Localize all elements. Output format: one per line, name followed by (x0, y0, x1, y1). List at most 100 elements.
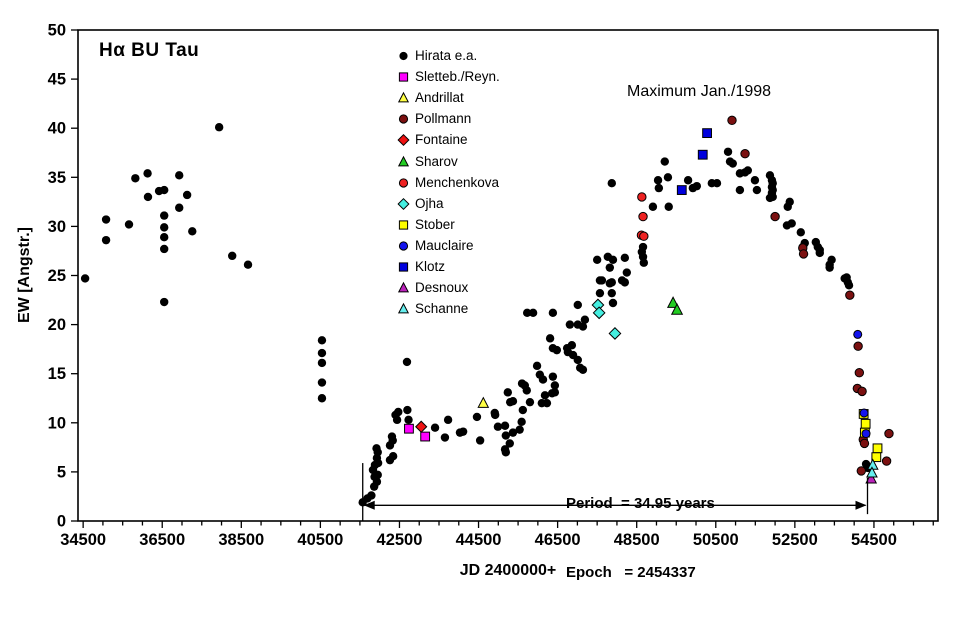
point-hirata-e-a (548, 308, 558, 318)
x-tick-label: 42500 (377, 531, 423, 549)
legend: Hirata e.a. Sletteb./Reyn. Andrillat Pollma… (396, 45, 500, 319)
y-tick-label: 45 (48, 71, 66, 89)
annotation-epoch: Epoch = 2454337 (566, 564, 696, 581)
point-hirata-e-a (159, 244, 169, 254)
point-klotz (676, 185, 687, 195)
y-tick-label: 40 (48, 120, 66, 138)
point-stober (872, 443, 883, 454)
point-stober (860, 418, 871, 429)
point-hirata-e-a (388, 451, 398, 461)
point-hirata-e-a (159, 233, 169, 242)
legend-label: Desnoux (415, 280, 469, 296)
legend-marker-shape (398, 114, 409, 124)
point-menchenkova (638, 211, 648, 222)
point-pollmann (884, 428, 894, 439)
point-hirata-e-a (472, 412, 482, 422)
point-hirata-e-a (175, 171, 184, 180)
point-hirata-e-a (515, 425, 524, 434)
x-tick-label: 36500 (139, 531, 185, 549)
point-hirata-e-a (175, 203, 184, 212)
x-axis-label: JD 2400000+ (459, 562, 557, 579)
period-arrowhead-left (363, 500, 375, 510)
point-hirata-e-a (654, 183, 664, 193)
point-hirata-e-a (545, 334, 555, 343)
point-pollmann (853, 341, 863, 351)
legend-marker-shape (397, 197, 410, 210)
point-hirata-e-a (131, 174, 140, 183)
point-hirata-e-a (765, 193, 775, 203)
point-hirata-e-a (528, 308, 538, 318)
x-tick-label: 54500 (851, 531, 897, 549)
point-hirata-e-a (785, 197, 794, 207)
point-hirata-e-a (508, 428, 518, 437)
legend-item-mauclaire: Mauclaire (396, 235, 500, 256)
y-tick-label: 25 (48, 267, 66, 285)
point-hirata-e-a (723, 147, 733, 156)
point-hirata-e-a (317, 336, 327, 345)
point-hirata-e-a (663, 173, 673, 182)
point-hirata-e-a (712, 178, 722, 188)
point-mauclaire (861, 429, 871, 439)
legend-marker-shape (398, 241, 409, 251)
point-hirata-e-a (567, 341, 577, 350)
annotation-period: Period = 34.95 years (566, 495, 715, 512)
point-hirata-e-a (573, 300, 582, 310)
point-hirata-e-a (550, 388, 560, 397)
point-hirata-e-a (443, 415, 453, 425)
legend-item-ojha: Ojha (396, 193, 500, 214)
point-hirata-e-a (592, 255, 602, 264)
legend-item-andrillat: Andrillat (396, 87, 500, 108)
legend-marker-shape (397, 302, 410, 314)
legend-label: Pollmann (415, 111, 472, 127)
x-tick-label: 46500 (535, 531, 581, 549)
point-pollmann (770, 211, 780, 222)
point-hirata-e-a (688, 183, 698, 193)
legend-marker-square-icon (398, 220, 409, 230)
point-pollmann (845, 290, 855, 300)
legend-marker-diamond-icon (397, 197, 410, 210)
x-tick-label: 50500 (693, 531, 739, 549)
legend-marker-triangle-icon (397, 302, 410, 314)
point-hirata-e-a (402, 357, 412, 367)
point-hirata-e-a (188, 227, 197, 236)
point-hirata-e-a (490, 410, 500, 420)
point-hirata-e-a (622, 268, 632, 277)
legend-item-menchenkova: Menchenkova (396, 172, 500, 193)
legend-marker-diamond-icon (397, 134, 410, 147)
point-hirata-e-a (542, 398, 552, 408)
legend-marker-triangle-icon (397, 92, 410, 103)
y-tick-label: 35 (48, 169, 66, 187)
point-hirata-e-a (735, 185, 745, 195)
period-arrowhead-right (855, 500, 867, 510)
point-hirata-e-a (143, 169, 152, 178)
x-tick-label: 34500 (60, 531, 106, 549)
legend-item-stober: Stober (396, 214, 500, 235)
point-klotz (697, 149, 708, 160)
legend-item-pollmann: Pollmann (396, 108, 500, 129)
point-ojha (608, 327, 622, 340)
legend-marker-circle-icon (398, 178, 409, 188)
point-hirata-e-a (403, 405, 412, 415)
annotation-maximum: Maximum Jan./1998 (627, 83, 772, 100)
point-schanne (866, 466, 878, 478)
point-menchenkova (639, 231, 649, 241)
point-hirata-e-a (538, 375, 548, 384)
point-hirata-e-a (532, 361, 542, 371)
legend-item-klotz: Klotz (396, 256, 500, 277)
point-hirata-e-a (597, 276, 607, 285)
point-hirata-e-a (608, 255, 618, 264)
point-hirata-e-a (503, 388, 513, 397)
point-hirata-e-a (159, 297, 169, 307)
point-hirata-e-a (475, 436, 485, 445)
point-hirata-e-a (580, 315, 590, 324)
annotation-period-epoch: Period = 34.95 years Epoch = 2454337 (566, 446, 715, 630)
point-hirata-e-a (500, 421, 510, 430)
legend-marker-triangle-icon (397, 281, 410, 293)
point-hirata-e-a (620, 253, 630, 263)
legend-item-fontaine: Fontaine (396, 129, 500, 150)
point-mauclaire (853, 329, 863, 339)
legend-marker-shape (397, 281, 410, 293)
point-hirata-e-a (605, 263, 615, 272)
point-hirata-e-a (522, 386, 531, 395)
point-hirata-e-a (550, 381, 560, 390)
